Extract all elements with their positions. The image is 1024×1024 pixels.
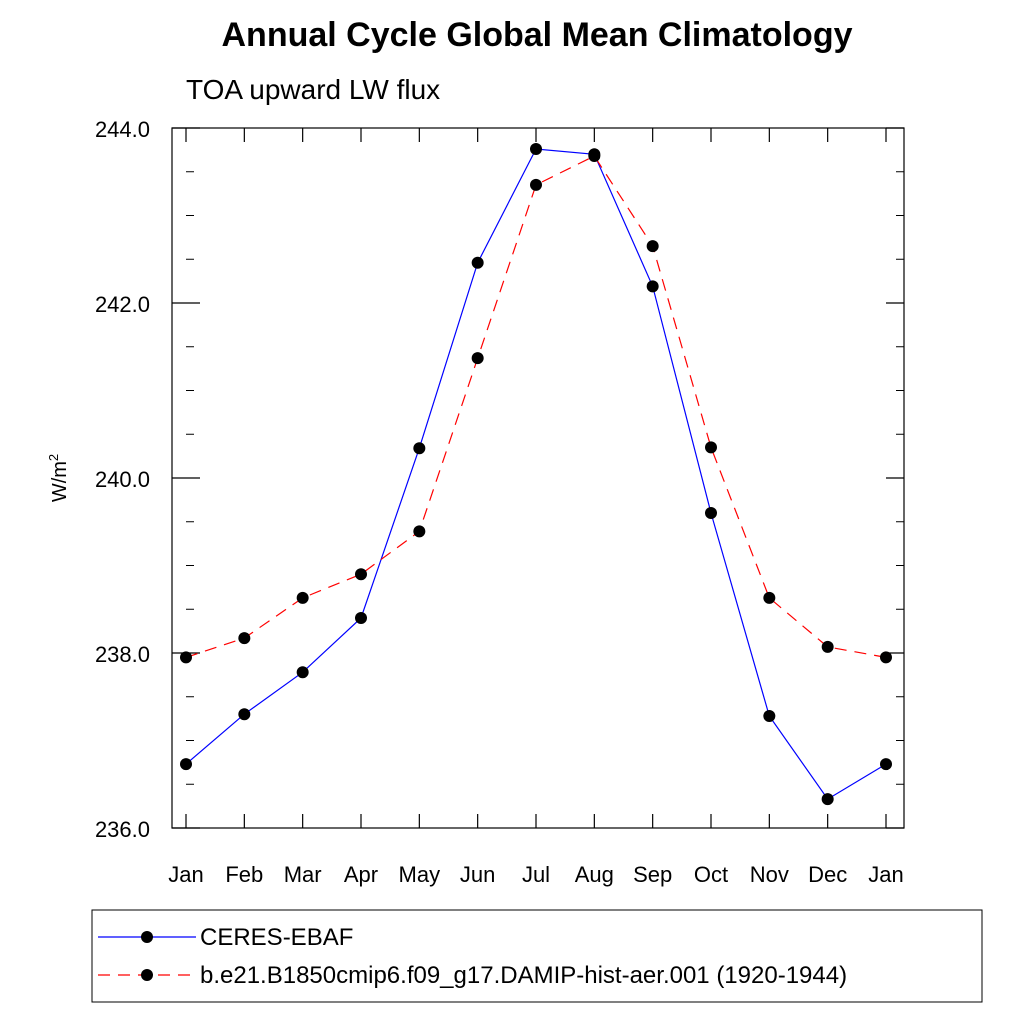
x-tick-label: Nov bbox=[750, 862, 789, 887]
y-tick-label: 244.0 bbox=[95, 117, 150, 142]
x-tick-label: Oct bbox=[694, 862, 728, 887]
legend-item-model: b.e21.B1850cmip6.f09_g17.DAMIP-hist-aer.… bbox=[98, 962, 847, 989]
y-axis-label: W/m2 bbox=[46, 454, 71, 502]
axes: Jan Feb Mar Apr May Jun Jul Aug Sep Oct Nov Dec Jan 2… bbox=[95, 117, 905, 887]
data-point-series-0 bbox=[413, 442, 426, 455]
data-point-series-1 bbox=[180, 651, 192, 664]
series-line-0 bbox=[185, 148, 887, 800]
series-line-1 bbox=[185, 155, 887, 658]
data-point-series-0 bbox=[646, 280, 659, 293]
data-point-series-1 bbox=[821, 640, 834, 653]
legend-label-model: b.e21.B1850cmip6.f09_g17.DAMIP-hist-aer.… bbox=[200, 962, 847, 989]
plot-frame bbox=[171, 127, 905, 829]
legend-label-ceres: CERES-EBAF bbox=[200, 924, 353, 951]
data-point-series-1 bbox=[355, 568, 367, 581]
legend-item-ceres: CERES-EBAF bbox=[98, 924, 353, 951]
x-tick-label: Jan bbox=[168, 862, 203, 887]
chart-title: Annual Cycle Global Mean Climatology bbox=[222, 16, 853, 54]
data-point-series-1 bbox=[238, 632, 251, 645]
x-tick-label: Jan bbox=[868, 862, 903, 887]
series-layer bbox=[180, 143, 892, 806]
x-tick-label: Feb bbox=[225, 862, 263, 887]
y-tick-label: 238.0 bbox=[95, 642, 150, 667]
data-point-series-1 bbox=[588, 150, 601, 162]
data-point-series-0 bbox=[238, 708, 251, 721]
x-tick-label: May bbox=[399, 862, 441, 887]
x-tick-label: Aug bbox=[575, 862, 614, 887]
x-tick-label: Sep bbox=[633, 862, 672, 887]
data-point-series-1 bbox=[646, 240, 659, 253]
data-point-series-1 bbox=[763, 591, 776, 604]
data-point-series-0 bbox=[763, 710, 776, 722]
y-tick-label: 240.0 bbox=[95, 467, 150, 492]
data-point-series-1 bbox=[705, 441, 717, 454]
x-tick-label: Mar bbox=[284, 862, 322, 887]
data-point-series-0 bbox=[296, 666, 309, 679]
x-tick-label: Jun bbox=[460, 862, 495, 887]
data-point-series-1 bbox=[471, 352, 484, 365]
data-point-series-0 bbox=[880, 758, 892, 771]
legend-marker-model bbox=[141, 969, 153, 981]
data-point-series-1 bbox=[296, 591, 309, 604]
y-tick-label: 242.0 bbox=[95, 292, 150, 317]
legend-marker-ceres bbox=[141, 931, 153, 943]
y-tick-label: 236.0 bbox=[95, 817, 150, 842]
data-point-series-1 bbox=[413, 525, 426, 538]
data-point-series-0 bbox=[180, 758, 192, 771]
data-point-series-0 bbox=[705, 507, 717, 519]
data-point-series-1 bbox=[530, 178, 542, 191]
data-point-series-0 bbox=[821, 793, 834, 806]
x-tick-label: Jul bbox=[522, 862, 550, 887]
data-point-series-0 bbox=[530, 143, 542, 155]
legend-box bbox=[91, 909, 983, 1003]
data-point-series-0 bbox=[355, 612, 367, 624]
data-point-series-1 bbox=[880, 651, 892, 664]
data-point-series-0 bbox=[471, 256, 484, 269]
x-tick-label: Dec bbox=[808, 862, 847, 887]
x-tick-label: Apr bbox=[344, 862, 378, 887]
chart-subtitle: TOA upward LW flux bbox=[186, 74, 440, 105]
